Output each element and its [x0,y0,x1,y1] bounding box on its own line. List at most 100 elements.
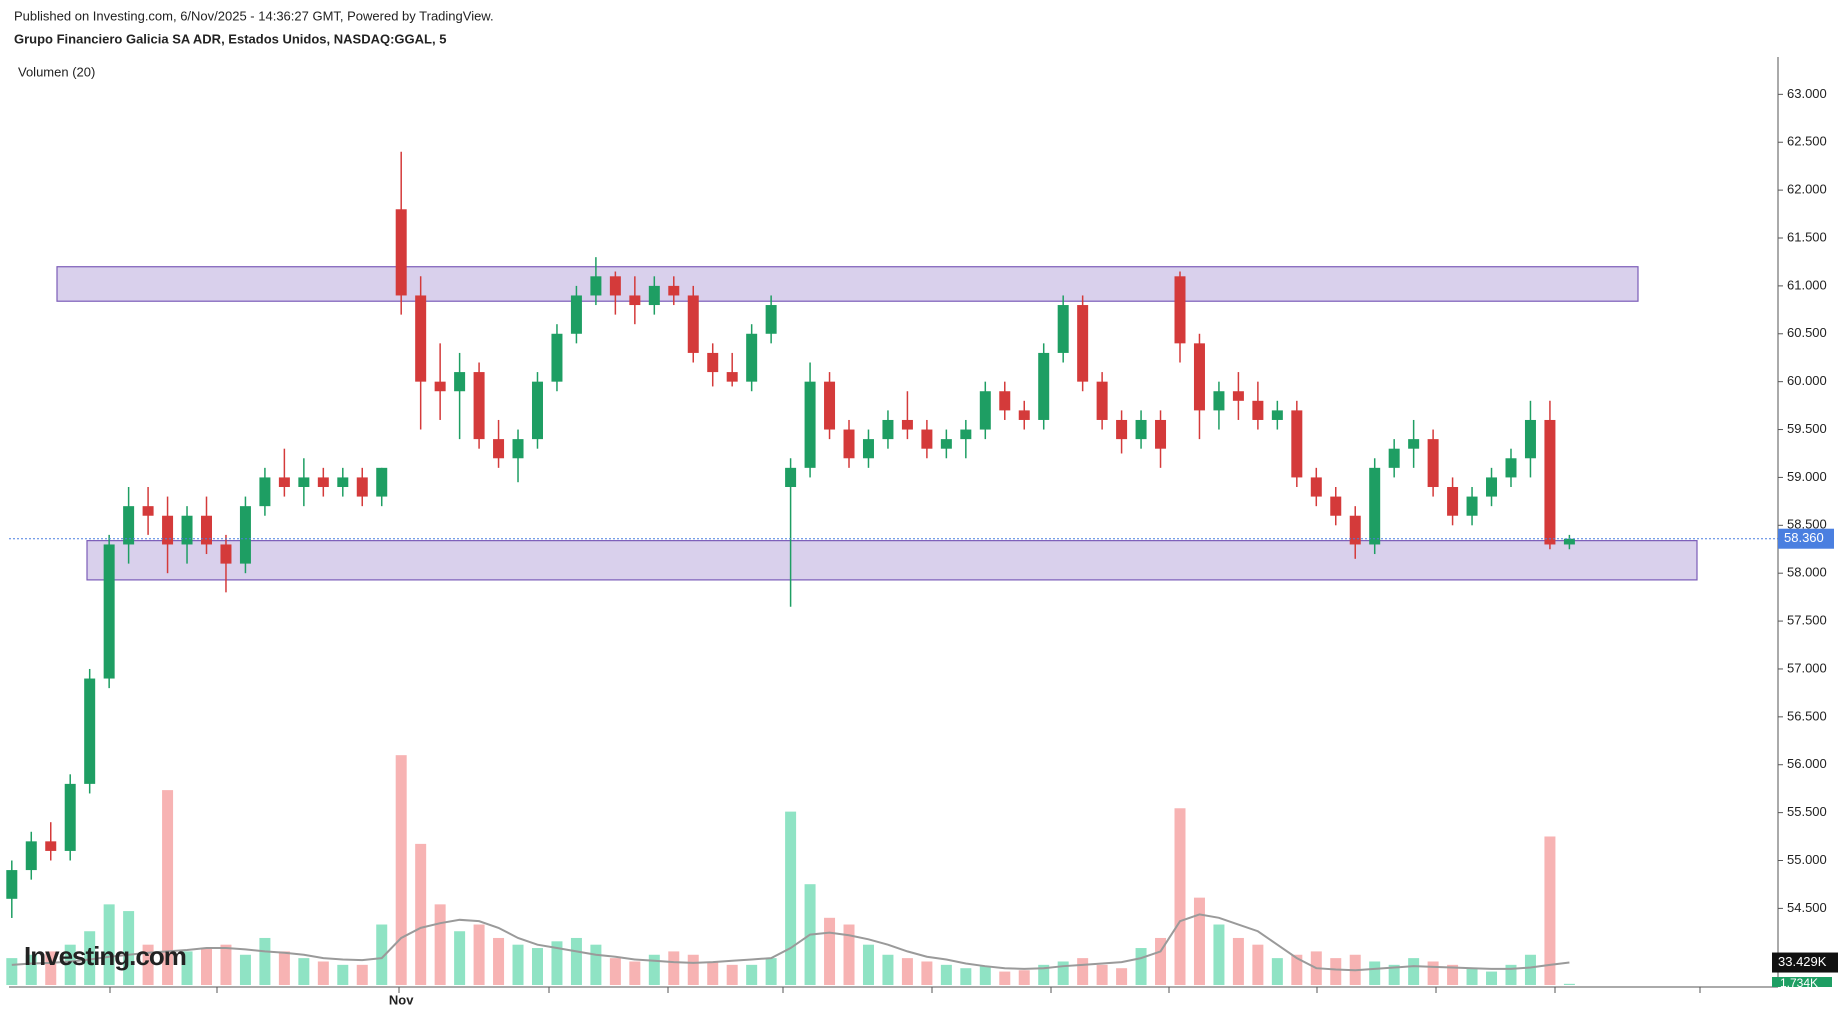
candle-body [609,276,621,296]
volume-bar [6,958,18,985]
candle-body [1369,467,1381,545]
chart-title: Grupo Financiero Galicia SA ADR, Estados… [14,31,446,46]
candle-body [726,372,738,382]
candle-body [84,678,96,784]
volume-bar [84,931,96,985]
candle-body [1563,538,1575,545]
volume-bar [1271,958,1283,985]
candle-body [687,295,699,353]
volume-bar [259,937,271,985]
candle-body [1135,419,1147,440]
candle-body [181,515,193,545]
volume-bar [882,954,894,985]
candle-body [493,439,505,459]
candle-body [629,295,641,306]
volume-bar [64,944,76,985]
last-price-label: 58.360 [1784,530,1824,545]
candle-body [843,429,855,459]
y-tick-label: 62.000 [1787,182,1827,197]
candle-body [298,477,310,488]
candle-body [1155,419,1167,449]
candle-body [882,419,894,440]
x-tick-label: Nov [389,992,414,1007]
price-zone [86,540,1698,581]
candle-body [220,544,232,564]
volume-bar [785,811,797,985]
volume-bar [940,964,952,985]
y-tick-label: 56.500 [1787,708,1827,723]
candle-body [648,285,660,306]
volume-bar [25,954,37,985]
candle-body [201,515,212,545]
y-tick-label: 58.000 [1787,565,1827,580]
candle-body [454,372,466,392]
volume-bar [1096,964,1108,985]
volume-ma-label: 33.429K [1778,954,1827,969]
volume-bar [1213,924,1225,985]
candle-body [1077,305,1089,382]
volume-bar [493,937,505,985]
candle-body [921,429,933,449]
candle-body [1116,419,1128,440]
candle-body [901,419,913,430]
volume-bar [162,790,174,985]
candle-body [395,209,407,296]
volume-bar [531,948,543,985]
y-tick-label: 55.500 [1787,804,1827,819]
candle-body [103,544,115,679]
volume-bar [1057,961,1069,985]
volume-bar [142,944,154,985]
volume-bar [1563,983,1575,985]
volume-bar [1427,961,1439,985]
y-tick-label: 59.500 [1787,421,1827,436]
volume-bar [765,958,777,985]
candle-body [1330,496,1342,516]
volume-ma-box [1772,952,1838,973]
y-tick-label: 57.000 [1787,660,1827,675]
y-tick-label: 57.500 [1787,613,1827,628]
candle-body [1505,458,1517,478]
y-tick-label: 56.000 [1787,756,1827,771]
candle-body [590,276,602,296]
volume-bar [317,961,329,985]
candle-body [1486,477,1498,497]
candle-body [317,477,329,488]
volume-bar [45,951,57,985]
volume-bar [843,924,855,985]
candle-body [1271,410,1283,420]
candle-body [940,439,952,449]
volume-bar [862,944,874,985]
volume-bar [1466,968,1478,985]
volume-bar [1486,971,1498,985]
last-price-box [1778,528,1834,549]
candle-body [862,439,874,459]
candle-body [259,477,271,507]
volume-bar [1116,968,1128,985]
candle-body [1388,448,1400,468]
volume-bar [960,968,972,985]
y-tick-label: 59.000 [1787,469,1827,484]
volume-bar [824,917,836,985]
candle-body [746,333,758,382]
candle-body [239,506,251,564]
candle-body [1408,439,1420,449]
volume-bar [201,948,212,985]
candle-body [785,467,797,488]
candle-body [64,783,76,851]
volume-bar [629,961,641,985]
candle-body [1524,419,1536,459]
candle-body [1232,391,1244,401]
volume-bar [1369,961,1381,985]
volume-bar [921,961,933,985]
candle-body [804,381,816,468]
y-tick-label: 60.000 [1787,373,1827,388]
y-tick-label: 61.500 [1787,229,1827,244]
candle-body [1544,419,1556,545]
candle-body [512,439,524,459]
volume-bar [512,944,524,985]
candle-body [999,391,1011,411]
volume-bar [1330,958,1342,985]
volume-bar [356,964,368,985]
candle-body [434,381,446,392]
candle-body [162,515,174,545]
